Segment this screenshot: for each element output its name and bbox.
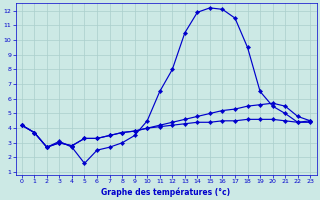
X-axis label: Graphe des températures (°c): Graphe des températures (°c) — [101, 187, 231, 197]
